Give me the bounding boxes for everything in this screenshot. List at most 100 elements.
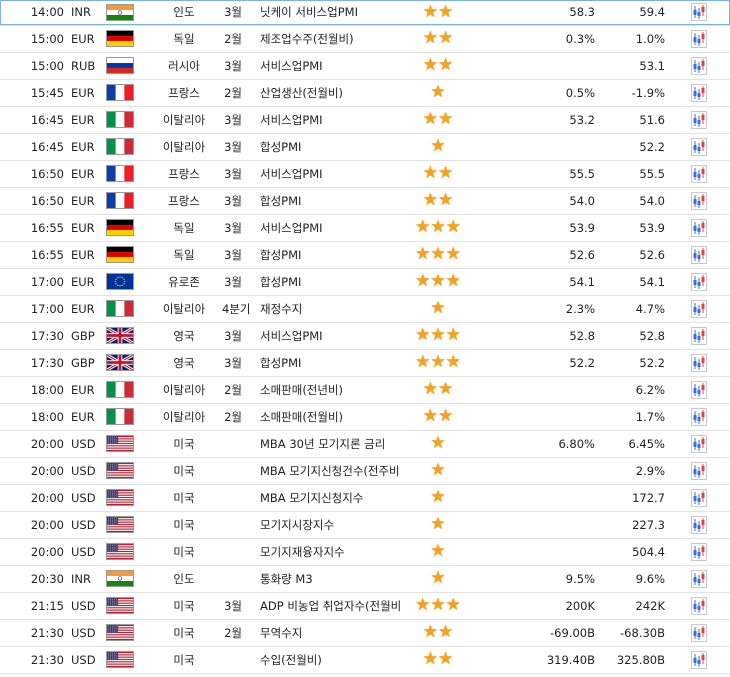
event-name[interactable]: MBA 모기지신청지수 xyxy=(250,484,400,512)
chart-button-cell[interactable] xyxy=(667,160,730,188)
candlestick-chart-icon[interactable] xyxy=(690,272,707,291)
chart-button-cell[interactable] xyxy=(667,214,730,242)
candlestick-chart-icon[interactable] xyxy=(690,29,707,48)
candlestick-chart-icon[interactable] xyxy=(690,3,707,22)
table-row[interactable]: 17:00 EUR 유로존 3월 합성PMI ★★★ 54.1 54.1 xyxy=(0,268,730,296)
event-name[interactable]: 서비스업PMI xyxy=(250,322,400,350)
candlestick-chart-icon[interactable] xyxy=(690,596,707,615)
event-name[interactable]: 소매판매(전월비) xyxy=(250,403,400,431)
chart-button-cell[interactable] xyxy=(667,52,730,80)
table-row[interactable]: 18:00 EUR 이탈리아 2월 소매판매(전년비) ★★ 6.2% xyxy=(0,376,730,404)
event-name[interactable]: 닛케이 서비스업PMI xyxy=(250,0,400,26)
candlestick-chart-icon[interactable] xyxy=(690,461,707,480)
candlestick-chart-icon[interactable] xyxy=(690,488,707,507)
table-row[interactable]: 16:45 EUR 이탈리아 3월 합성PMI ★ 52.2 xyxy=(0,133,730,161)
candlestick-chart-icon[interactable] xyxy=(690,56,707,75)
candlestick-chart-icon[interactable] xyxy=(690,569,707,588)
event-name[interactable]: 서비스업PMI xyxy=(250,214,400,242)
chart-button-cell[interactable] xyxy=(667,538,730,566)
table-row[interactable]: 15:00 EUR 독일 2월 제조업수주(전월비) ★★ 0.3% 1.0% xyxy=(0,25,730,53)
table-row[interactable]: 16:55 EUR 독일 3월 합성PMI ★★★ 52.6 52.6 xyxy=(0,241,730,269)
chart-button-cell[interactable] xyxy=(667,241,730,269)
chart-button-cell[interactable] xyxy=(667,0,730,26)
event-name[interactable]: ADP 비농업 취업자수(전월비) xyxy=(250,592,400,620)
event-name[interactable]: 모기지재융자지수 xyxy=(250,538,400,566)
chart-button-cell[interactable] xyxy=(667,565,730,593)
event-name[interactable]: 합성PMI xyxy=(250,268,400,296)
chart-button-cell[interactable] xyxy=(667,592,730,620)
chart-button-cell[interactable] xyxy=(667,295,730,323)
candlestick-chart-icon[interactable] xyxy=(690,110,707,129)
event-name[interactable]: 서비스업PMI xyxy=(250,52,400,80)
table-row[interactable]: 20:00 USD 미국 MBA 30년 모기지론 금리 ★ 6.80% 6.4… xyxy=(0,430,730,458)
chart-button-cell[interactable] xyxy=(667,403,730,431)
chart-button-cell[interactable] xyxy=(667,511,730,539)
event-name[interactable]: MBA 모기지신청건수(전주비) xyxy=(250,457,400,485)
table-row[interactable]: 21:15 USD 미국 3월 ADP 비농업 취업자수(전월비) ★★★ 20… xyxy=(0,592,730,620)
chart-button-cell[interactable] xyxy=(667,430,730,458)
event-name[interactable]: 합성PMI xyxy=(250,133,400,161)
event-name[interactable]: MBA 30년 모기지론 금리 xyxy=(250,430,400,458)
table-row[interactable]: 20:30 INR 인도 통화량 M3 ★ 9.5% 9.6% xyxy=(0,565,730,593)
table-row[interactable]: 16:55 EUR 독일 3월 서비스업PMI ★★★ 53.9 53.9 xyxy=(0,214,730,242)
table-row[interactable]: 16:45 EUR 이탈리아 3월 서비스업PMI ★★ 53.2 51.6 xyxy=(0,106,730,134)
chart-button-cell[interactable] xyxy=(667,376,730,404)
event-name[interactable]: 통화량 M3 xyxy=(250,565,400,593)
table-row[interactable]: 15:45 EUR 프랑스 2월 산업생산(전월비) ★ 0.5% -1.9% xyxy=(0,79,730,107)
event-name[interactable]: 무역수지 xyxy=(250,619,400,647)
chart-button-cell[interactable] xyxy=(667,484,730,512)
event-name[interactable]: 재정수지 xyxy=(250,295,400,323)
table-row[interactable]: 16:50 EUR 프랑스 3월 합성PMI ★★ 54.0 54.0 xyxy=(0,187,730,215)
event-name[interactable]: 합성PMI xyxy=(250,349,400,377)
chart-button-cell[interactable] xyxy=(667,106,730,134)
candlestick-chart-icon[interactable] xyxy=(690,137,707,156)
table-row[interactable]: 20:00 USD 미국 모기지시장지수 ★ 227.3 xyxy=(0,511,730,539)
table-row[interactable]: 20:00 USD 미국 모기지재융자지수 ★ 504.4 xyxy=(0,538,730,566)
event-name[interactable]: 서비스업PMI xyxy=(250,106,400,134)
event-name[interactable]: 합성PMI xyxy=(250,187,400,215)
chart-button-cell[interactable] xyxy=(667,268,730,296)
candlestick-chart-icon[interactable] xyxy=(690,164,707,183)
candlestick-chart-icon[interactable] xyxy=(690,623,707,642)
table-row[interactable]: 15:00 RUB 러시아 3월 서비스업PMI ★★ 53.1 xyxy=(0,52,730,80)
table-row[interactable]: 17:00 EUR 이탈리아 4분기 재정수지 ★ 2.3% 4.7% xyxy=(0,295,730,323)
candlestick-chart-icon[interactable] xyxy=(690,353,707,372)
event-name[interactable]: 산업생산(전월비) xyxy=(250,79,400,107)
candlestick-chart-icon[interactable] xyxy=(690,542,707,561)
table-row[interactable]: 18:00 EUR 이탈리아 2월 소매판매(전월비) ★★ 1.7% xyxy=(0,403,730,431)
chart-button-cell[interactable] xyxy=(667,187,730,215)
table-row[interactable]: 16:50 EUR 프랑스 3월 서비스업PMI ★★ 55.5 55.5 xyxy=(0,160,730,188)
event-name[interactable]: 서비스업PMI xyxy=(250,160,400,188)
table-row[interactable]: 21:30 USD 미국 2월 무역수지 ★★ -69.00B -68.30B xyxy=(0,619,730,647)
table-row[interactable]: 20:00 USD 미국 MBA 모기지신청지수 ★ 172.7 xyxy=(0,484,730,512)
candlestick-chart-icon[interactable] xyxy=(690,83,707,102)
table-row[interactable]: 17:30 GBP 영국 3월 합성PMI ★★★ 52.2 52.2 xyxy=(0,349,730,377)
event-name[interactable]: 합성PMI xyxy=(250,241,400,269)
candlestick-chart-icon[interactable] xyxy=(690,218,707,237)
chart-button-cell[interactable] xyxy=(667,646,730,674)
table-row[interactable]: 20:00 USD 미국 MBA 모기지신청건수(전주비) ★ 2.9% xyxy=(0,457,730,485)
chart-button-cell[interactable] xyxy=(667,79,730,107)
candlestick-chart-icon[interactable] xyxy=(690,380,707,399)
chart-button-cell[interactable] xyxy=(667,133,730,161)
table-row[interactable]: 17:30 GBP 영국 3월 서비스업PMI ★★★ 52.8 52.8 xyxy=(0,322,730,350)
candlestick-chart-icon[interactable] xyxy=(690,299,707,318)
candlestick-chart-icon[interactable] xyxy=(690,515,707,534)
candlestick-chart-icon[interactable] xyxy=(690,245,707,264)
chart-button-cell[interactable] xyxy=(667,322,730,350)
event-name[interactable]: 수입(전월비) xyxy=(250,646,400,674)
candlestick-chart-icon[interactable] xyxy=(690,407,707,426)
chart-button-cell[interactable] xyxy=(667,619,730,647)
event-name[interactable]: 제조업수주(전월비) xyxy=(250,25,400,53)
candlestick-chart-icon[interactable] xyxy=(690,326,707,345)
candlestick-chart-icon[interactable] xyxy=(690,191,707,210)
event-name[interactable]: 모기지시장지수 xyxy=(250,511,400,539)
candlestick-chart-icon[interactable] xyxy=(690,650,707,669)
chart-button-cell[interactable] xyxy=(667,25,730,53)
table-row[interactable]: 14:00 INR 인도 3월 닛케이 서비스업PMI ★★ 58.3 59.4 xyxy=(0,0,730,26)
chart-button-cell[interactable] xyxy=(667,457,730,485)
candlestick-chart-icon[interactable] xyxy=(690,434,707,453)
event-name[interactable]: 소매판매(전년비) xyxy=(250,376,400,404)
chart-button-cell[interactable] xyxy=(667,349,730,377)
table-row[interactable]: 21:30 USD 미국 수입(전월비) ★★ 319.40B 325.80B xyxy=(0,646,730,674)
